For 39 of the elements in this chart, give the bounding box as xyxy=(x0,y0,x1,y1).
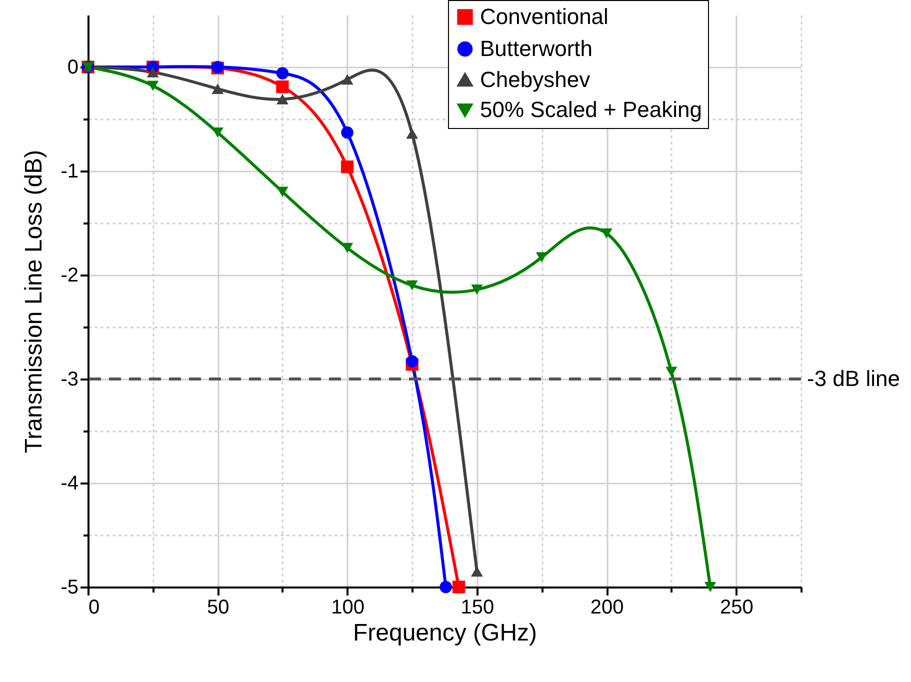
point xyxy=(600,228,612,238)
point xyxy=(406,128,418,139)
point xyxy=(341,74,354,85)
legend-label: Chebyshev xyxy=(480,67,590,92)
x-tick-label: 200 xyxy=(590,596,624,618)
ref-line-label: -3 dB line xyxy=(807,366,900,391)
y-tick-label: -2 xyxy=(60,264,78,286)
y-axis-title: Transmission Line Loss (dB) xyxy=(20,150,48,454)
legend-label: Butterworth xyxy=(480,36,592,61)
point xyxy=(341,126,354,139)
y-tick-label: -1 xyxy=(60,160,78,182)
point xyxy=(212,84,224,94)
x-axis-title: Frequency (GHz) xyxy=(352,620,538,646)
point xyxy=(147,80,159,91)
point xyxy=(452,580,466,594)
point xyxy=(440,580,452,594)
legend-label: 50% Scaled + Peaking xyxy=(480,97,702,122)
point xyxy=(406,280,418,290)
point xyxy=(276,94,288,104)
point xyxy=(704,582,716,592)
y-tick-label: -5 xyxy=(60,576,78,598)
point xyxy=(146,67,159,78)
y-tick-label: -4 xyxy=(60,472,78,494)
x-tick-label: 100 xyxy=(331,596,364,618)
point xyxy=(666,366,678,377)
legend-label: Conventional xyxy=(480,4,608,29)
point xyxy=(276,67,289,80)
point xyxy=(276,186,288,197)
point xyxy=(276,80,289,94)
point xyxy=(471,284,483,295)
point xyxy=(406,355,418,368)
point xyxy=(341,242,354,253)
x-tick-label: 50 xyxy=(207,596,230,618)
x-tick-label: 150 xyxy=(460,596,494,618)
x-tick-label: 250 xyxy=(720,596,754,618)
x-tick-label: 0 xyxy=(88,596,100,618)
y-tick-label: -3 xyxy=(60,368,78,390)
y-tick-label: 0 xyxy=(67,56,78,78)
point xyxy=(340,160,354,174)
